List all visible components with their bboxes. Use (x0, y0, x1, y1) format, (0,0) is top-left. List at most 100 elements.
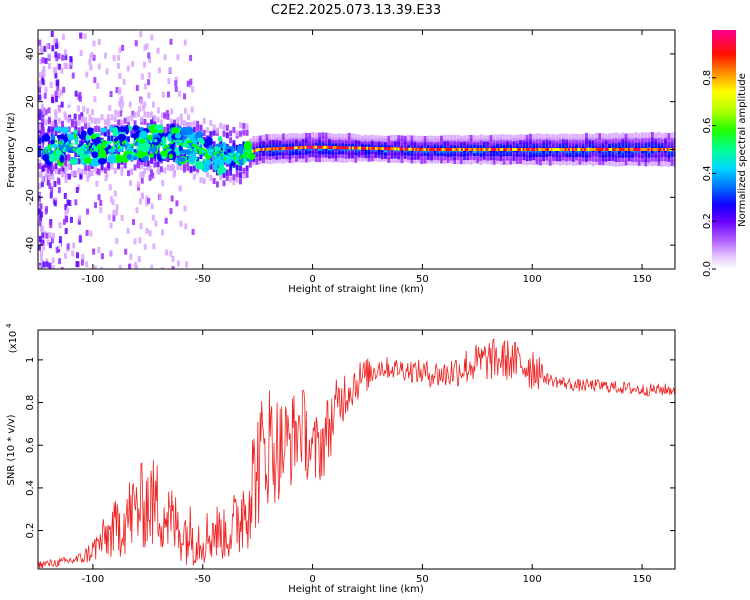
spectrogram-cell (145, 200, 149, 207)
spectrogram-ridge-cell (584, 148, 587, 151)
spectrogram-ridge-cell (325, 145, 328, 149)
spectrogram-cell (46, 167, 50, 174)
spectrogram-ridge-cell (234, 156, 237, 160)
spectrogram-x-label: Height of straight line (km) (288, 284, 424, 295)
spectrogram-cell (40, 103, 44, 110)
spectrogram-cell (318, 156, 322, 163)
spectrogram-ridge-cell (383, 147, 386, 151)
spectrogram-cell (285, 153, 289, 160)
spectrogram-ridge-cell (223, 157, 226, 161)
spectrogram-cell (459, 158, 463, 165)
spectrogram-cell (624, 151, 628, 158)
spectrogram-cell (377, 151, 381, 158)
spectrogram-cell (87, 122, 91, 129)
spectrogram-cell (85, 71, 89, 78)
spectrogram-cell (242, 129, 246, 136)
spectrogram-cell (140, 116, 144, 123)
spectrogram-ridge-cell (343, 146, 346, 150)
spectrogram-cell (171, 164, 175, 171)
spectrogram-cell (380, 153, 384, 160)
spectrogram-ridge-cell (522, 148, 525, 151)
spectrogram-cell (49, 221, 53, 228)
spectrogram-cell (664, 160, 668, 167)
spectrogram-cell (137, 256, 141, 263)
spectrogram-cell (199, 138, 205, 145)
spectrogram-cell (650, 155, 654, 162)
spectrogram-cell (160, 267, 164, 269)
spectrogram-cell (84, 157, 92, 164)
spectrogram-cell (611, 150, 615, 157)
spectrogram-cell (183, 39, 187, 46)
spectrogram-cell (167, 133, 173, 142)
spectrogram-cell (189, 121, 193, 128)
spectrogram-cell (443, 150, 447, 157)
spectrogram-cell (212, 129, 216, 136)
spectrogram-ridge-cell (86, 145, 89, 149)
spectrogram-cell (73, 129, 78, 135)
spectrogram-cell (538, 159, 542, 166)
spectrogram-ridge-cell (432, 148, 435, 151)
spectrogram-cell (40, 122, 44, 129)
spectrogram-ridge-cell (652, 148, 655, 151)
spectrogram-cell (150, 119, 154, 126)
spectrogram-cell (660, 137, 664, 144)
spectrogram-cell (41, 232, 45, 239)
spectrogram-cell (318, 136, 322, 143)
spectrogram-cell (176, 54, 180, 61)
spectrogram-cell (637, 137, 641, 144)
spectrogram-cell (357, 154, 361, 161)
snr-y-tick-label: 0.2 (25, 523, 36, 539)
spectrogram-cell (594, 150, 598, 157)
spectrogram-cell (449, 134, 453, 141)
spectrogram-cell (621, 132, 625, 139)
spectrogram-cell (115, 154, 123, 163)
spectrogram-cell (604, 133, 608, 140)
spectrogram-cell (242, 122, 246, 129)
spectrogram-cell (364, 142, 368, 149)
spectrogram-cell (76, 105, 80, 112)
spectrogram-ridge-cell (246, 155, 249, 159)
spectrogram-cell (154, 220, 158, 227)
spectrogram-cell (139, 98, 143, 105)
colorbar: 0.00.20.40.60.8 Normalized spectral ampl… (702, 30, 748, 277)
spectrogram-cell (68, 199, 72, 206)
spectrogram-cell (416, 153, 420, 160)
spectrogram-cell (561, 138, 565, 145)
spectrogram-ridge-cell (178, 139, 181, 143)
spectrogram-cell (38, 72, 42, 79)
spectrogram-cell (143, 101, 147, 108)
spectrogram-cell (90, 170, 94, 177)
spectrogram-cell (89, 230, 93, 237)
spectrogram-cell (262, 150, 266, 157)
spectrogram-cell (179, 151, 183, 158)
spectrogram-cell (377, 148, 381, 155)
spectrogram-ridge-cell (606, 148, 609, 151)
spectrogram-cell (100, 266, 104, 269)
spectrogram-cell (93, 77, 97, 84)
spectrogram-cell (548, 150, 552, 157)
spectrogram-cell (374, 155, 378, 162)
spectrogram-ridge-cell (208, 153, 211, 157)
spectrogram-ridge-cell (668, 148, 671, 151)
spectrogram-cell (232, 179, 236, 186)
snr-y-label: SNR (10 * v/v) (6, 414, 17, 485)
spectrogram-ridge-cell (215, 155, 218, 159)
spectrogram-cell (62, 86, 66, 93)
spectrogram-cell (52, 123, 56, 130)
spectrogram-cell (265, 153, 269, 160)
spectrogram-cell (38, 114, 42, 121)
spectrogram-ridge-cell (422, 148, 425, 151)
spectrogram-cell (140, 162, 144, 169)
spectrogram-cell (50, 30, 54, 37)
spectrogram-cell (640, 151, 644, 158)
spectrogram-cell (41, 126, 45, 133)
spectrogram-cell (578, 158, 582, 165)
spectrogram-cell (42, 65, 46, 72)
snr-x-tick-label: 0 (309, 574, 315, 585)
spectrogram-cell (60, 89, 64, 96)
spectrogram-cell (190, 106, 194, 113)
spectrogram-cell (225, 174, 229, 181)
spectrogram-cell (604, 141, 608, 148)
spectrogram-ridge-cell (206, 148, 209, 152)
spectrogram-cell (97, 117, 101, 124)
